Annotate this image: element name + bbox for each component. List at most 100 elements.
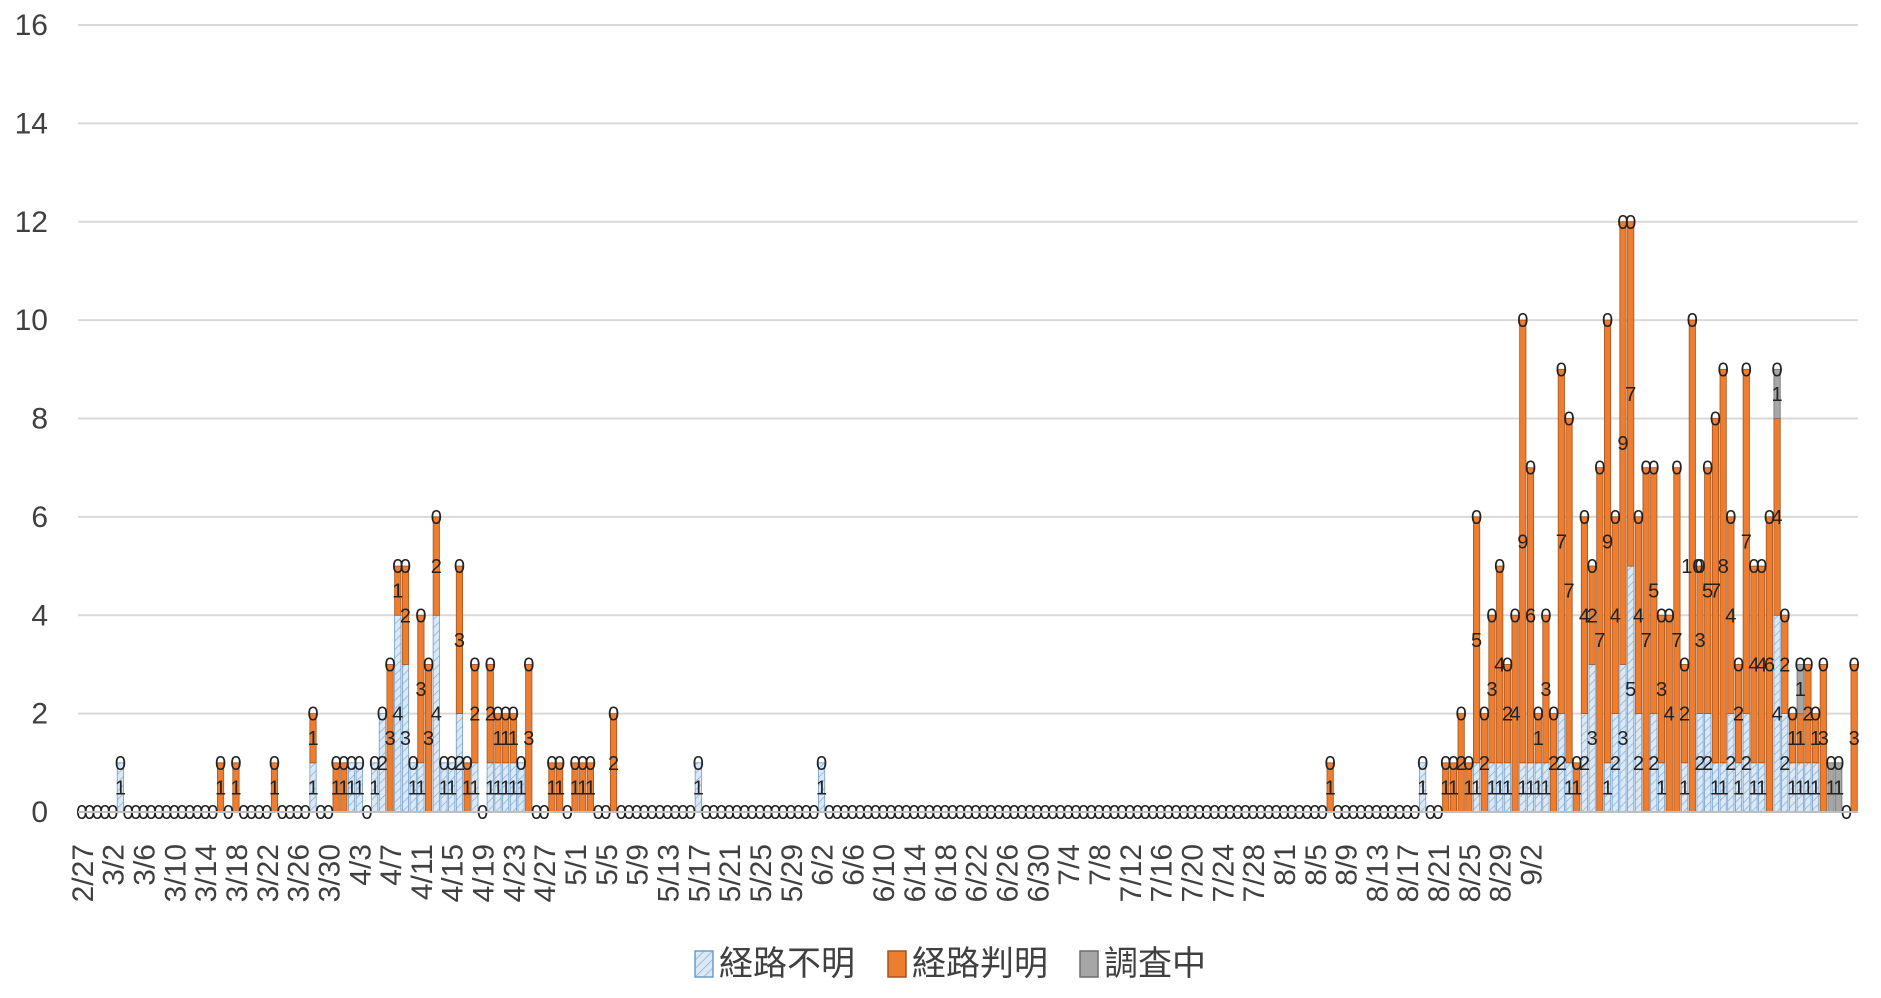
data-label-unknown: 2 [1579, 753, 1590, 775]
x-tick-label: 3/18 [221, 844, 254, 902]
data-label-top: 0 [1502, 654, 1513, 676]
bar-segment-経路判明 [1611, 516, 1619, 715]
data-label-top: 0 [331, 753, 342, 775]
bar-stack [455, 565, 463, 813]
x-tick-label: 8/5 [1300, 844, 1333, 886]
data-label-top: 0 [1656, 605, 1667, 627]
x-tick-label: 6/22 [961, 844, 994, 902]
data-label-top: 0 [485, 654, 496, 676]
data-label-unknown: 1 [693, 777, 704, 799]
data-label-unknown: 1 [1656, 777, 1667, 799]
data-label-top: 0 [1494, 556, 1505, 578]
data-label-unknown: 1 [1710, 777, 1721, 799]
data-label-top: 0 [307, 704, 318, 726]
data-label-known: 9 [1517, 531, 1528, 553]
y-tick-label: 10 [15, 304, 48, 337]
bar-stack [394, 565, 402, 813]
data-label-top: 0 [1748, 556, 1759, 578]
data-label-unknown: 1 [1733, 777, 1744, 799]
bar-segment-経路判明 [1750, 565, 1758, 764]
data-label-unknown: 1 [408, 777, 419, 799]
bar-segment-経路判明 [471, 664, 479, 764]
x-tick-label: 7/20 [1176, 844, 1209, 902]
data-label-top: 0 [1594, 458, 1605, 480]
data-label-known: 3 [1818, 728, 1829, 750]
data-label-known: 5 [1648, 581, 1659, 603]
data-label-top: 0 [577, 753, 588, 775]
data-label-top: 0 [1779, 605, 1790, 627]
x-tick-label: 7/24 [1207, 844, 1240, 902]
data-label-top: 0 [1787, 704, 1798, 726]
data-label-unknown: 1 [508, 777, 519, 799]
data-label-known: 1 [585, 777, 596, 799]
data-label-top: 0 [1741, 359, 1752, 381]
data-label-unknown: 1 [492, 777, 503, 799]
x-tick-label: 5/17 [683, 844, 716, 902]
data-label-top: 0 [1479, 704, 1490, 726]
data-label-investigating: 1 [1772, 384, 1783, 406]
data-label-unknown: 1 [1486, 777, 1497, 799]
data-label-top: 0 [1463, 753, 1474, 775]
data-label-known: 1 [1810, 728, 1821, 750]
data-label-known: 3 [523, 728, 534, 750]
data-label-unknown: 1 [500, 777, 511, 799]
x-tick-label: 3/30 [313, 844, 346, 902]
data-label-unknown: 1 [115, 777, 126, 799]
data-label-unknown: 1 [1787, 777, 1798, 799]
data-label-investigating: 1 [1795, 679, 1806, 701]
x-tick-label: 7/28 [1238, 844, 1271, 902]
bar-segment-経路判明 [1727, 516, 1735, 715]
bar-stack [1604, 319, 1612, 813]
data-label-top: 0 [1448, 753, 1459, 775]
data-label-known: 1 [546, 777, 557, 799]
data-label-top: 0 [1540, 605, 1551, 627]
legend-swatch [1079, 950, 1099, 978]
data-label-unknown: 2 [377, 753, 388, 775]
data-label-top: 0 [1625, 212, 1636, 234]
data-label-known: 1 [1448, 777, 1459, 799]
y-tick-label: 4 [31, 599, 48, 632]
data-label-known: 4 [1610, 605, 1621, 627]
data-label-known: 2 [1679, 704, 1690, 726]
data-label-top: 0 [585, 753, 596, 775]
x-tick-label: 6/14 [899, 844, 932, 902]
data-label-known: 1 [331, 777, 342, 799]
data-label-known: 2 [608, 753, 619, 775]
data-label-unknown: 1 [1802, 777, 1813, 799]
data-label-top: 0 [400, 556, 411, 578]
bar-stack [1773, 368, 1781, 813]
data-label-known: 1 [492, 728, 503, 750]
data-label-known: 1 [1571, 777, 1582, 799]
data-label-unknown: 1 [1417, 777, 1428, 799]
x-tick-label: 6/26 [992, 844, 1025, 902]
data-label-known: 1 [462, 777, 473, 799]
data-label-top: 0 [1617, 212, 1628, 234]
x-tick-label: 6/2 [807, 844, 840, 886]
bar-stack [1696, 565, 1704, 813]
data-label-known: 5 [1702, 581, 1713, 603]
data-label-top: 0 [1533, 704, 1544, 726]
x-tick-label: 5/1 [560, 844, 593, 886]
x-tick-label: 8/29 [1485, 844, 1518, 902]
bar-segment-経路判明 [1711, 418, 1720, 764]
data-label-known: 1 [1787, 728, 1798, 750]
data-label-top: 0 [1517, 310, 1528, 332]
data-label-unknown: 1 [1810, 777, 1821, 799]
bar-segment-経路判明 [1650, 467, 1658, 715]
data-label-top: 0 [377, 704, 388, 726]
legend-swatch [887, 950, 907, 978]
data-label-top: 0 [269, 753, 280, 775]
data-label-unknown: 2 [1702, 753, 1713, 775]
data-label-unknown: 2 [1633, 753, 1644, 775]
y-tick-label: 6 [31, 501, 48, 534]
x-tick-label: 9/2 [1516, 844, 1549, 886]
x-tick-label: 6/10 [868, 844, 901, 902]
data-label-top: 0 [1671, 458, 1682, 480]
bar-segment-経路判明 [1496, 565, 1504, 764]
data-label-unknown: 2 [1556, 753, 1567, 775]
bar-stack [1742, 368, 1750, 813]
data-label-unknown: 2 [1648, 753, 1659, 775]
data-label-top: 0 [1725, 507, 1736, 529]
data-label-top: 0 [1510, 605, 1521, 627]
bar-stack [1526, 467, 1535, 813]
